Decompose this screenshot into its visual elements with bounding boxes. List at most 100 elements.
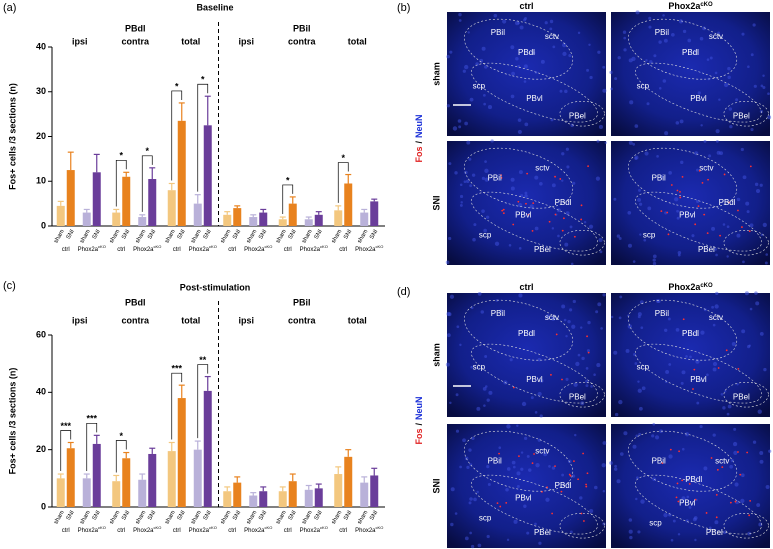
nucleus [449,294,455,299]
nucleus [517,118,522,122]
fos-signal [737,368,740,370]
region-label: PBel [569,392,586,401]
nucleus [471,436,475,441]
fos-signal [562,217,565,220]
nucleus [678,19,684,24]
bar [360,212,369,226]
nucleus [715,253,718,257]
y-tick-label: 30 [36,86,46,96]
nucleus [494,241,500,246]
nucleus [510,45,515,50]
nucleus [709,56,713,60]
fos-signal [681,175,684,178]
row-label: SNI [431,478,441,493]
nucleus [632,142,636,146]
genotype-name: Phox2a [244,528,265,534]
bar-label: sham [246,510,259,526]
fos-signal [505,501,508,504]
nucleus [462,69,466,73]
nucleus [635,434,639,438]
fos-signal [525,202,527,205]
bar [167,451,176,507]
nucleus [518,293,523,298]
fos-signal [710,457,713,459]
nucleus [759,183,763,187]
bar [304,489,313,507]
nucleus [483,404,486,407]
nucleus [523,436,528,440]
genotype-name: ctrl [339,247,347,253]
nucleus [458,12,462,17]
bar [223,491,232,507]
region-label: PBil [488,456,502,465]
bar [304,219,313,226]
bar-label: sham [79,229,92,245]
nucleus [455,393,459,397]
nucleus [468,157,472,161]
nucleus [638,188,641,192]
genotype-name: ctrl [339,528,347,534]
fos-signal [679,196,682,199]
nucleus [613,467,618,471]
region-label: PBel [534,528,551,537]
nucleus [484,168,489,173]
fos-signal [502,212,505,215]
nucleus [459,203,463,207]
fos-signal [560,490,563,493]
region-outline [471,191,598,252]
y-tick-label: 10 [36,176,46,186]
bar-label: SNI [288,510,298,522]
nucleus [446,333,451,338]
genotype-superscript: cKO [376,525,384,530]
nucleus [664,131,669,136]
nucleus [448,162,452,166]
nucleus [749,223,754,228]
nucleus [680,381,684,385]
nucleus [484,160,487,163]
nucleus [486,465,490,469]
genotype-label: Phox2acKO [133,244,161,253]
fos-signal [746,451,749,454]
significance-label: * [175,81,179,91]
nucleus [569,225,573,229]
nucleus [601,463,606,468]
bar [56,478,65,507]
genotype-label: ctrl [228,247,236,253]
region-outline [559,100,605,127]
nucleus [593,485,598,490]
stain-label: Fos / NeuN [414,396,424,444]
nucleus [457,119,462,123]
fos-signal [667,233,670,236]
nucleus [754,182,759,187]
region-label: PBvl [679,211,696,220]
fos-signal [748,514,751,517]
fos-signal [693,368,696,371]
genotype-superscript: cKO [98,525,106,530]
fos-signal [554,175,556,178]
bar [122,176,131,226]
nucleus [684,432,690,437]
nucleus [722,406,726,410]
group-label: contra [288,315,317,325]
genotype-name: ctrl [284,247,292,253]
genotype-label: Phox2acKO [78,244,106,253]
genotype-label: ctrl [228,528,236,534]
nucleus [700,124,703,127]
region-outline [471,62,598,123]
nucleus [465,179,470,184]
significance-bracket [141,155,153,212]
bar [66,448,75,507]
region-label: sctv [545,32,559,41]
nucleus [663,38,668,43]
nucleus [629,100,634,105]
fos-signal [499,505,502,508]
significance-bracket [115,159,127,207]
nucleus [656,155,659,158]
nucleus [537,357,542,362]
nucleus [741,329,746,334]
genotype-name: Phox2a [78,528,99,534]
nucleus [697,91,701,95]
region-outline [635,191,762,252]
group-label: ipsi [72,315,88,325]
nucleus [534,175,539,180]
